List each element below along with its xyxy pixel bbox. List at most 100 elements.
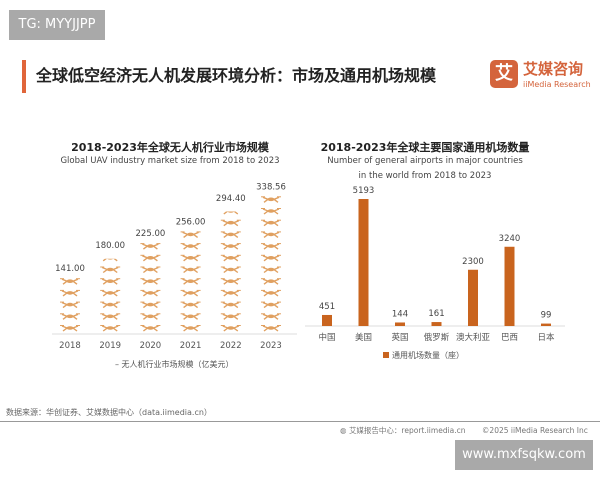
drone-icon	[140, 254, 161, 262]
footer: ◍ 艾媒报告中心：report.iimedia.cn ©2025 iiMedia…	[340, 425, 588, 436]
drone-icon	[100, 266, 121, 274]
drone-icon	[223, 211, 239, 215]
chart2-data-label: 99	[541, 311, 552, 321]
chart2-tick-label: 美国	[355, 332, 372, 343]
logo: 艾 艾媒咨询 iiMedia Research	[490, 58, 596, 92]
drone-icon	[60, 301, 80, 309]
chart2-data-label: 5193	[353, 186, 375, 196]
watermark-bottom: www.mxfsqkw.com	[455, 440, 593, 470]
title-accent-bar	[22, 60, 26, 93]
chart2-tick-label: 俄罗斯	[424, 332, 450, 343]
chart2-title: 2018-2023年全球主要国家通用机场数量	[320, 141, 530, 154]
drone-icon	[261, 313, 281, 320]
chart1-tick-label: 2019	[99, 341, 121, 351]
chart2-bar-俄罗斯	[431, 322, 442, 326]
drone-icon	[261, 266, 281, 274]
drone-icon	[220, 266, 241, 274]
chart1-tick-label: 2018	[59, 341, 81, 351]
drone-icon	[261, 325, 281, 332]
watermark-top: TG: MYYJJPP	[9, 10, 105, 40]
chart1-data-label: 294.40	[216, 194, 246, 204]
chart2-legend: 通用机场数量（座）	[392, 350, 464, 360]
drone-icon	[102, 258, 118, 262]
logo-cn: 艾媒咨询	[523, 60, 584, 78]
drone-icon	[60, 278, 80, 285]
chart1-tick-label: 2023	[260, 341, 282, 351]
drone-icon	[140, 325, 161, 332]
drone-icon	[100, 313, 121, 320]
chart1-title: 2018-2023年全球无人机行业市场规模	[71, 141, 269, 154]
drone-icon	[220, 278, 241, 285]
chart1-subtitle: Global UAV industry market size from 201…	[60, 156, 280, 166]
footer-report: 艾媒报告中心：report.iimedia.cn	[348, 426, 466, 435]
chart2-bar-chart: 451 中国 5193 美国 144 英国 161 俄罗斯 2300 澳大利亚 3240 巴西 99 日本…	[305, 186, 565, 360]
data-source: 数据来源：华创证券、艾媒数据中心（data.iimedia.cn）	[6, 408, 212, 417]
footer-divider	[0, 421, 600, 422]
chart1-bar-2018	[60, 278, 80, 332]
chart1-tick-label: 2022	[220, 341, 242, 351]
chart2-bar-澳大利亚	[468, 269, 478, 326]
drone-icon	[140, 301, 161, 309]
chart2-tick-label: 日本	[537, 332, 555, 343]
chart1-bar-2020	[140, 243, 161, 332]
drone-icon	[220, 313, 241, 320]
chart1-data-label: 225.00	[136, 229, 166, 239]
drone-icon	[100, 278, 121, 285]
logo-en: iiMedia Research	[523, 80, 591, 89]
chart2-bar-中国	[322, 314, 332, 326]
drone-icon	[220, 219, 241, 227]
chart1-bar-2021	[180, 231, 201, 332]
drone-icon	[220, 243, 241, 250]
drone-icon	[180, 313, 201, 320]
drone-icon	[180, 301, 201, 309]
drone-icon	[60, 325, 80, 332]
drone-icon	[100, 325, 121, 332]
chart1-pictograph: 141.00 2018 180.00 2019 225.00 2020 256.00 2021…	[52, 182, 297, 369]
page-title: 全球低空经济无人机发展环境分析：市场及通用机场规模	[36, 66, 437, 85]
drone-icon	[261, 196, 281, 203]
chart2-tick-label: 巴西	[501, 333, 518, 343]
chart1-tick-label: 2020	[140, 341, 162, 351]
drone-icon	[261, 254, 281, 262]
chart2-data-label: 451	[319, 302, 335, 312]
chart2-bar-美国	[358, 199, 369, 326]
drone-icon	[220, 289, 241, 297]
chart2-tick-label: 英国	[391, 332, 408, 343]
drone-icon	[140, 278, 161, 285]
drone-icon	[220, 301, 241, 309]
chart1-legend: – 无人机行业市场规模（亿美元）	[115, 359, 234, 369]
chart1-data-label: 180.00	[95, 241, 125, 251]
drone-icon	[180, 266, 201, 274]
drone-icon	[180, 243, 201, 250]
chart1-bar-2022	[220, 211, 241, 332]
chart1-tick-label: 2021	[180, 341, 202, 351]
drone-icon	[261, 231, 281, 238]
drone-icon	[220, 231, 241, 238]
drone-icon	[261, 208, 281, 215]
drone-icon	[100, 289, 121, 297]
drone-icon	[140, 266, 161, 274]
chart2-tick-label: 澳大利亚	[456, 332, 491, 343]
footer-copyright: ©2025 iiMedia Research Inc	[481, 426, 588, 435]
drone-icon	[220, 325, 241, 332]
chart2-bar-英国	[395, 322, 405, 326]
drone-icon	[60, 289, 80, 297]
chart1-data-label: 141.00	[55, 264, 85, 274]
drone-icon	[261, 289, 281, 297]
chart2-data-label: 144	[392, 309, 408, 319]
chart1-data-label: 256.00	[176, 217, 206, 227]
chart2-data-label: 2300	[462, 257, 484, 267]
drone-icon	[220, 254, 241, 262]
drone-icon	[180, 325, 201, 332]
chart2-subtitle-2: in the world from 2018 to 2023	[358, 171, 492, 181]
chart2-bar-巴西	[504, 246, 515, 326]
drone-icon	[261, 278, 281, 285]
drone-icon	[100, 301, 121, 309]
chart2-data-label: 161	[428, 309, 444, 319]
drone-icon	[261, 301, 281, 309]
drone-icon	[261, 243, 281, 250]
drone-icon	[180, 254, 201, 262]
drone-icon	[140, 243, 161, 250]
drone-icon	[180, 278, 201, 285]
chart2-legend-swatch	[383, 352, 389, 358]
